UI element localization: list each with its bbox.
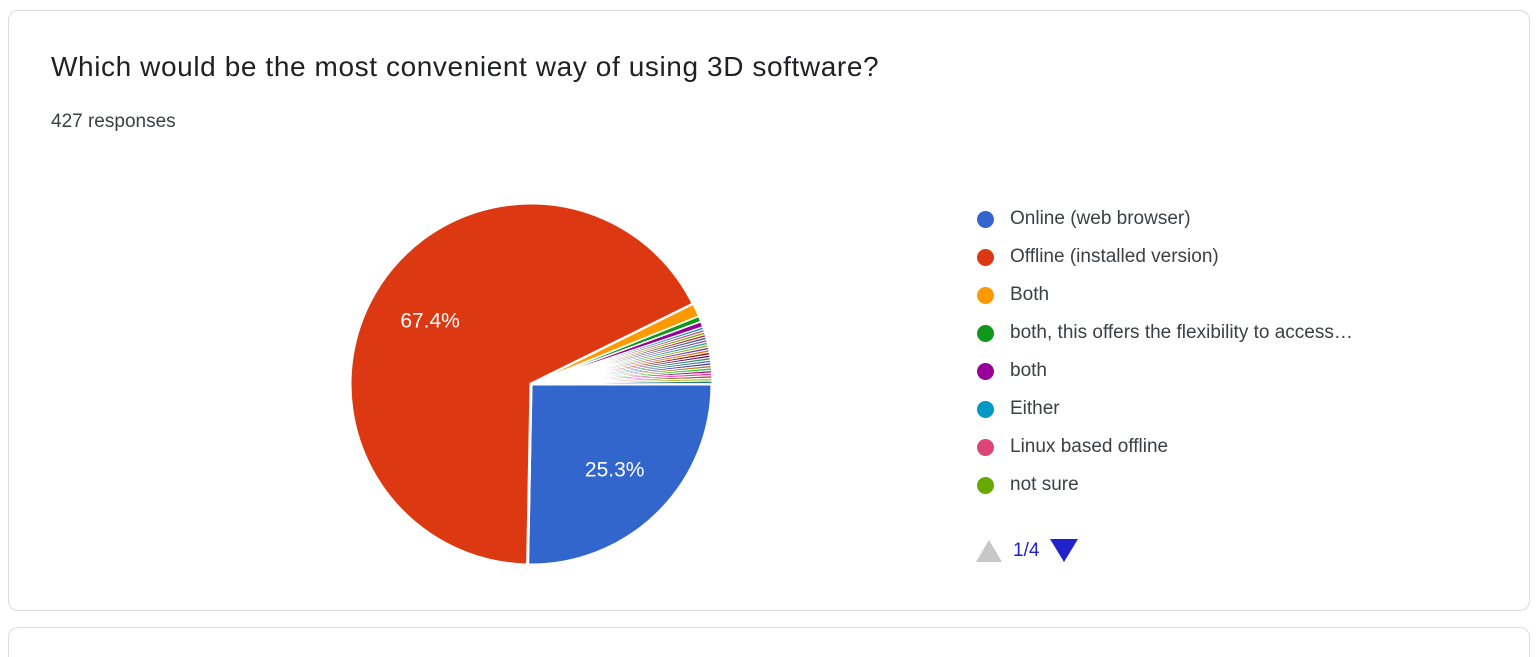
legend-color-dot xyxy=(977,210,994,228)
responses-count: 427 responses xyxy=(51,111,176,132)
pie-slice[interactable] xyxy=(530,380,713,385)
legend-color-dot xyxy=(977,400,994,418)
legend-color-dot xyxy=(977,438,994,456)
legend-color-dot xyxy=(977,362,994,380)
pie-slice[interactable] xyxy=(526,382,714,567)
legend-item-label: Either xyxy=(1010,398,1060,419)
pie-slice-percent-label: 25.3% xyxy=(585,459,645,482)
pie-slice-percent-label: 67.4% xyxy=(400,309,460,332)
legend-item-label: both, this offers the flexibility to acc… xyxy=(1010,322,1353,343)
legend-item-label: Linux based offline xyxy=(1010,436,1169,457)
pie-slice[interactable] xyxy=(348,201,696,567)
legend-item: both xyxy=(977,352,1353,390)
legend-item: Both xyxy=(977,276,1353,314)
legend-item: Offline (installed version) xyxy=(977,238,1353,276)
legend-color-dot xyxy=(977,324,994,342)
legend-page-up-arrow-icon[interactable] xyxy=(976,539,1002,562)
legend-color-dot xyxy=(977,286,994,304)
legend-item-label: not sure xyxy=(1010,474,1079,495)
legend-item: Online (web browser) xyxy=(977,200,1353,238)
chart-legend: Online (web browser) Offline (installed … xyxy=(977,200,1353,504)
pie-chart: 25.3% 67.4% xyxy=(348,201,714,567)
legend-page-indicator: 1/4 xyxy=(1013,539,1040,561)
legend-item: not sure xyxy=(977,466,1353,504)
question-title: Which would be the most convenient way o… xyxy=(51,51,880,82)
question-card: Which would be the most convenient way o… xyxy=(8,10,1530,611)
legend-item-label: Offline (installed version) xyxy=(1010,246,1219,267)
legend-pagination: 1/4 xyxy=(976,539,1079,562)
legend-item-label: Both xyxy=(1010,284,1050,305)
legend-item-label: Online (web browser) xyxy=(1010,208,1191,229)
legend-item: Linux based offline xyxy=(977,428,1353,466)
legend-item: Either xyxy=(977,390,1353,428)
legend-item-label: both xyxy=(1010,360,1047,381)
legend-color-dot xyxy=(977,248,994,266)
next-card-top-edge xyxy=(8,627,1530,657)
legend-color-dot xyxy=(977,476,994,494)
legend-page-down-arrow-icon[interactable] xyxy=(1050,539,1079,562)
legend-item: both, this offers the flexibility to acc… xyxy=(977,314,1353,352)
